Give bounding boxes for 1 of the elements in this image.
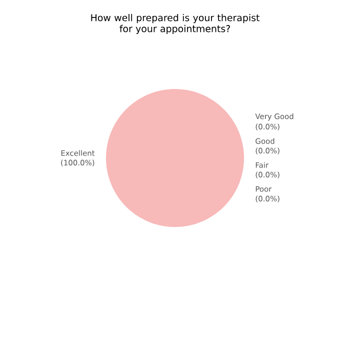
chart-title: How well prepared is your therapist for your appointments? (91, 14, 260, 34)
